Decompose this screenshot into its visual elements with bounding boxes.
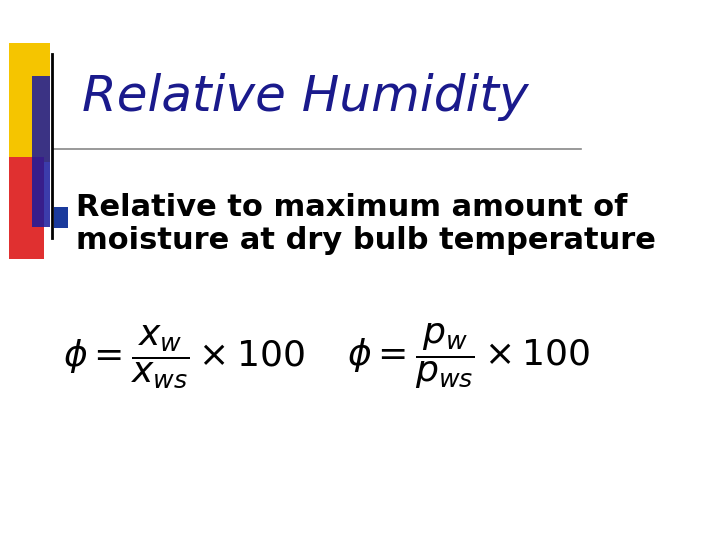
Text: moisture at dry bulb temperature: moisture at dry bulb temperature bbox=[76, 226, 656, 255]
Text: Relative to maximum amount of: Relative to maximum amount of bbox=[76, 193, 627, 222]
FancyBboxPatch shape bbox=[9, 157, 44, 259]
Text: Relative Humidity: Relative Humidity bbox=[82, 73, 528, 121]
FancyBboxPatch shape bbox=[32, 76, 50, 227]
Text: $\phi = \dfrac{x_w}{x_{ws}} \times 100$: $\phi = \dfrac{x_w}{x_{ws}} \times 100$ bbox=[63, 323, 305, 390]
Text: $\phi = \dfrac{p_w}{p_{ws}} \times 100$: $\phi = \dfrac{p_w}{p_{ws}} \times 100$ bbox=[347, 322, 590, 391]
FancyBboxPatch shape bbox=[9, 43, 50, 162]
FancyBboxPatch shape bbox=[54, 207, 68, 228]
